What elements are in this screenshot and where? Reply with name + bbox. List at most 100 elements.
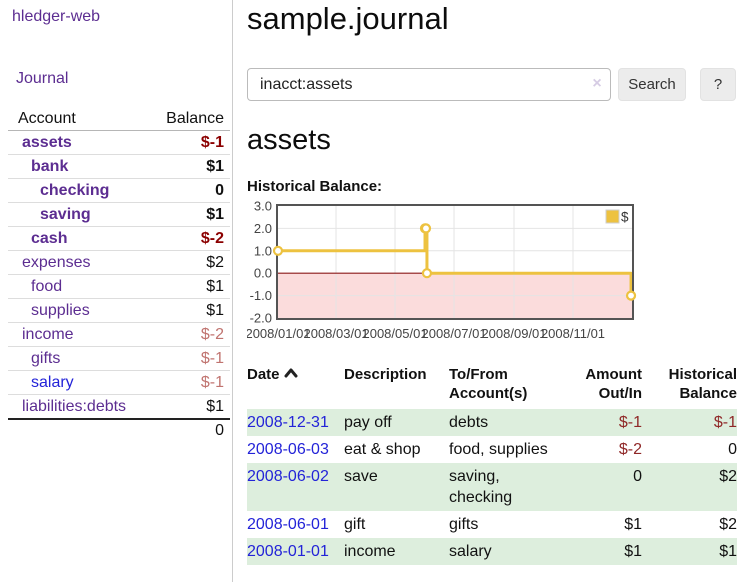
transaction-amount: $1 [624, 543, 642, 560]
sidebar-account-row: cash $-2 [8, 227, 230, 251]
sidebar-item-journal[interactable]: Journal [16, 70, 69, 87]
sidebar-account-row: gifts $-1 [8, 347, 230, 371]
search-input[interactable] [247, 68, 611, 101]
register-column-header[interactable]: Date [247, 365, 344, 409]
account-balance: $1 [206, 277, 224, 295]
help-button[interactable]: ? [700, 68, 736, 101]
sidebar-account-link-cash[interactable]: cash [31, 229, 68, 247]
x-axis-tick-label: 2008/03/01 [303, 326, 368, 341]
transaction-balance: $2 [719, 468, 737, 485]
account-balance: $2 [206, 253, 224, 271]
account-balance: $-1 [200, 133, 224, 151]
sidebar-account-link-assets[interactable]: assets [22, 133, 72, 151]
sidebar-total-row: 0 [8, 418, 230, 442]
x-axis-tick-label: 2008/05/01 [362, 326, 427, 341]
transaction-balance: 0 [728, 441, 737, 458]
transaction-description: eat & shop [344, 441, 421, 458]
register-body: 2008-12-31 pay off debts $-1 $-1 2008-06-03 ea… [247, 409, 737, 565]
sidebar-account-link-gifts[interactable]: gifts [31, 349, 61, 367]
x-axis-tick-label: 2008/07/01 [421, 326, 486, 341]
register-header-row: Date Description To/From Account(s) Amount Ou… [247, 365, 737, 409]
register-column-header: Description [344, 366, 427, 383]
register-column-header: Historical Balance [668, 366, 737, 402]
sidebar-account-link-expenses[interactable]: expenses [22, 253, 91, 271]
sidebar-account-row: checking 0 [8, 179, 230, 203]
sidebar-account-link-liabilities-debts[interactable]: liabilities:debts [22, 397, 127, 415]
y-axis-tick-label: -2.0 [250, 311, 272, 326]
transaction-description: income [344, 543, 396, 560]
main-content: sample.journal × Search ? assets Histori… [245, 0, 742, 582]
register-column-header: To/From Account(s) [449, 366, 528, 402]
sidebar-account-row: expenses $2 [8, 251, 230, 275]
transaction-description: pay off [344, 414, 392, 431]
y-axis-tick-label: -1.0 [250, 288, 272, 303]
chart-legend: $ [605, 209, 629, 225]
transaction-amount: $1 [624, 516, 642, 533]
transaction-description: save [344, 468, 378, 485]
accounts-column-header: Account [18, 110, 76, 127]
sidebar-account-link-checking[interactable]: checking [40, 181, 110, 199]
register-row: 2008-06-03 eat & shop food, supplies $-2 0 [247, 436, 737, 463]
sidebar-account-link-salary[interactable]: salary [31, 373, 74, 391]
app-title-link[interactable]: hledger-web [12, 8, 101, 25]
sidebar-total-balance: 0 [215, 422, 224, 439]
transaction-accounts: saving, checking [449, 468, 513, 506]
search-button[interactable]: Search [618, 68, 686, 101]
historical-balance-chart: 3.0 2.0 1.0 0.0 -1.0 -2.0 2008/01/01 2008/03/01… [245, 199, 742, 345]
clear-search-icon[interactable]: × [592, 75, 602, 92]
transaction-amount: $-1 [618, 414, 642, 431]
transaction-date-link[interactable]: 2008-06-03 [247, 441, 329, 458]
account-balance: $1 [206, 397, 224, 415]
sidebar-account-link-income[interactable]: income [22, 325, 74, 343]
transaction-balance: $2 [719, 516, 737, 533]
account-balance: $-1 [200, 349, 224, 367]
account-balance: $1 [206, 157, 224, 175]
sidebar-accounts-table: Account Balance assets $-1 bank $1 checking 0… [8, 103, 230, 442]
chart-canvas: 3.0 2.0 1.0 0.0 -1.0 -2.02008/01/012008/03/01… [245, 199, 637, 341]
sort-ascending-icon[interactable] [284, 367, 298, 378]
transaction-balance: $-1 [713, 414, 737, 431]
account-balance: 0 [215, 181, 224, 199]
register-row: 2008-01-01 income salary $1 $1 [247, 538, 737, 565]
sidebar-account-row: supplies $1 [8, 299, 230, 323]
register-column-header: Amount Out/In [585, 366, 642, 402]
account-heading: assets [247, 124, 331, 156]
sidebar-account-row: assets $-1 [8, 131, 230, 155]
y-axis-tick-label: 2.0 [254, 221, 272, 236]
transaction-accounts: food, supplies [449, 441, 548, 458]
sidebar-account-row: food $1 [8, 275, 230, 299]
transaction-date-link[interactable]: 2008-12-31 [247, 414, 329, 431]
sidebar-account-link-saving[interactable]: saving [40, 205, 91, 223]
sidebar-accounts-header: Account Balance [8, 103, 230, 131]
transaction-date-link[interactable]: 2008-06-01 [247, 516, 329, 533]
sidebar-account-link-bank[interactable]: bank [31, 157, 69, 175]
transaction-accounts: gifts [449, 516, 479, 533]
chart-title: Historical Balance: [247, 178, 383, 195]
sidebar-account-row: liabilities:debts $1 [8, 395, 230, 418]
transaction-amount: $-2 [618, 441, 642, 458]
legend-series-label: $ [621, 210, 629, 225]
sidebar-account-link-supplies[interactable]: supplies [31, 301, 90, 319]
transaction-accounts: salary [449, 543, 492, 560]
y-axis-tick-label: 3.0 [254, 200, 272, 214]
account-balance: $-2 [200, 229, 224, 247]
sidebar-accounts-body: assets $-1 bank $1 checking 0 saving $1 cash $-2 e… [8, 131, 230, 418]
register-table: Date Description To/From Account(s) Amount Ou… [247, 365, 737, 565]
transaction-date-link[interactable]: 2008-01-01 [247, 543, 329, 560]
account-balance: $1 [206, 205, 224, 223]
sidebar: hledger-web Journal Account Balance asse… [0, 0, 233, 582]
transaction-balance: $1 [719, 543, 737, 560]
x-axis-tick-label: 2008/09/01 [481, 326, 546, 341]
account-balance: $1 [206, 301, 224, 319]
sidebar-account-link-food[interactable]: food [31, 277, 63, 295]
transaction-description: gift [344, 516, 366, 533]
sidebar-account-row: salary $-1 [8, 371, 230, 395]
register-row: 2008-12-31 pay off debts $-1 $-1 [247, 409, 737, 436]
transaction-accounts: debts [449, 414, 489, 431]
y-axis-tick-label: 1.0 [254, 243, 272, 258]
sidebar-account-row: saving $1 [8, 203, 230, 227]
register-row: 2008-06-01 gift gifts $1 $2 [247, 511, 737, 538]
account-balance: $-1 [200, 373, 224, 391]
transaction-date-link[interactable]: 2008-06-02 [247, 468, 329, 485]
account-balance: $-2 [200, 325, 224, 343]
